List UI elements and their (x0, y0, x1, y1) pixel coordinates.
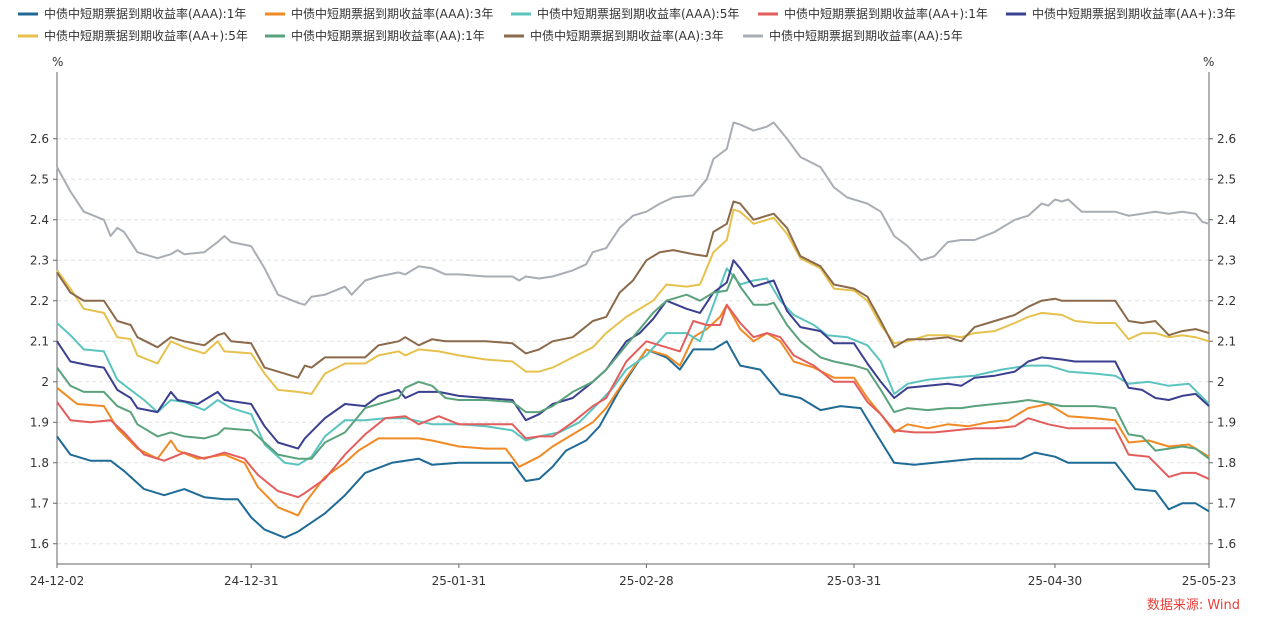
legend-item-2[interactable]: 中债中短期票据到期收益率(AAA):5年 (511, 6, 739, 21)
y-tick-label-left: 1.6 (30, 537, 49, 551)
y-tick-label-right: 2.4 (1217, 213, 1236, 227)
y-tick-label-right: 2.1 (1217, 334, 1236, 348)
legend-item-1[interactable]: 中债中短期票据到期收益率(AAA):3年 (265, 6, 493, 21)
x-tick-label: 24-12-31 (224, 574, 278, 588)
y-tick-label-left: 1.7 (30, 496, 49, 510)
series-line-5[interactable] (56, 208, 1210, 395)
series-line-2[interactable] (56, 267, 1210, 466)
y-tick-label-right: 2.3 (1217, 253, 1236, 267)
y-tick-label-left: 2.6 (30, 132, 49, 146)
legend-label: 中债中短期票据到期收益率(AA+):1年 (784, 6, 988, 21)
y-tick-label-right: 1.6 (1217, 537, 1236, 551)
y-tick-label-left: 2.2 (30, 294, 49, 308)
legend-label: 中债中短期票据到期收益率(AAA):3年 (291, 6, 493, 21)
legend-item-6[interactable]: 中债中短期票据到期收益率(AA):1年 (265, 28, 485, 43)
y-tick-label-right: 1.7 (1217, 496, 1236, 510)
series-line-7[interactable] (56, 200, 1210, 379)
y-tick-label-right: 2.2 (1217, 294, 1236, 308)
series-line-3[interactable] (56, 303, 1210, 499)
y-tick-label-left: 1.8 (30, 456, 49, 470)
x-tick-label: 25-04-30 (1028, 574, 1082, 588)
x-tick-label: 25-02-28 (619, 574, 673, 588)
legend-item-3[interactable]: 中债中短期票据到期收益率(AA+):1年 (758, 6, 988, 21)
y-tick-label-left: 1.9 (30, 415, 49, 429)
y-tick-label-right: 1.8 (1217, 456, 1236, 470)
y-axis-right-unit: % (1203, 55, 1214, 69)
axes: 1.6 1.6 1.7 1.7 1.8 1.8 1.9 1.9 2 2 2.1 2.1 2.2 2.2 2.… (30, 72, 1236, 588)
y-axis-left-unit: % (52, 55, 63, 69)
y-tick-label-left: 2.3 (30, 253, 49, 267)
y-tick-label-right: 2.5 (1217, 172, 1236, 186)
y-tick-label-right: 2.6 (1217, 132, 1236, 146)
y-tick-label-left: 2.1 (30, 334, 49, 348)
series-line-0[interactable] (56, 340, 1210, 539)
series-lines[interactable] (56, 121, 1210, 539)
legend-label: 中债中短期票据到期收益率(AAA):5年 (537, 6, 739, 21)
legend-item-4[interactable]: 中债中短期票据到期收益率(AA+):3年 (1006, 6, 1236, 21)
legend-item-8[interactable]: 中债中短期票据到期收益率(AA):5年 (743, 28, 963, 43)
y-tick-label-left: 2.5 (30, 172, 49, 186)
legend-label: 中债中短期票据到期收益率(AA+):3年 (1032, 6, 1236, 21)
x-tick-label: 25-05-23 (1182, 574, 1236, 588)
series-line-1[interactable] (56, 303, 1210, 517)
legend-label: 中债中短期票据到期收益率(AA+):5年 (44, 28, 248, 43)
legend-item-7[interactable]: 中债中短期票据到期收益率(AA):3年 (504, 28, 724, 43)
series-line-8[interactable] (56, 121, 1210, 306)
x-tick-label: 24-12-02 (30, 574, 84, 588)
x-tick-label: 25-01-31 (432, 574, 486, 588)
y-tick-label-left: 2.4 (30, 213, 49, 227)
legend[interactable]: 中债中短期票据到期收益率(AAA):1年 中债中短期票据到期收益率(AAA):3年… (18, 6, 1236, 43)
series-line-4[interactable] (56, 259, 1210, 450)
x-tick-label: 25-03-31 (827, 574, 881, 588)
y-tick-label-right: 2 (1217, 375, 1225, 389)
legend-label: 中债中短期票据到期收益率(AA):1年 (291, 28, 485, 43)
data-source-note: 数据来源: Wind (1147, 598, 1240, 613)
legend-item-0[interactable]: 中债中短期票据到期收益率(AAA):1年 (18, 6, 246, 21)
legend-item-5[interactable]: 中债中短期票据到期收益率(AA+):5年 (18, 28, 248, 43)
y-tick-label-left: 2 (41, 375, 49, 389)
y-tick-label-right: 1.9 (1217, 415, 1236, 429)
legend-label: 中债中短期票据到期收益率(AA):5年 (769, 28, 963, 43)
series-line-6[interactable] (56, 273, 1210, 460)
legend-label: 中债中短期票据到期收益率(AAA):1年 (44, 6, 246, 21)
legend-label: 中债中短期票据到期收益率(AA):3年 (530, 28, 724, 43)
